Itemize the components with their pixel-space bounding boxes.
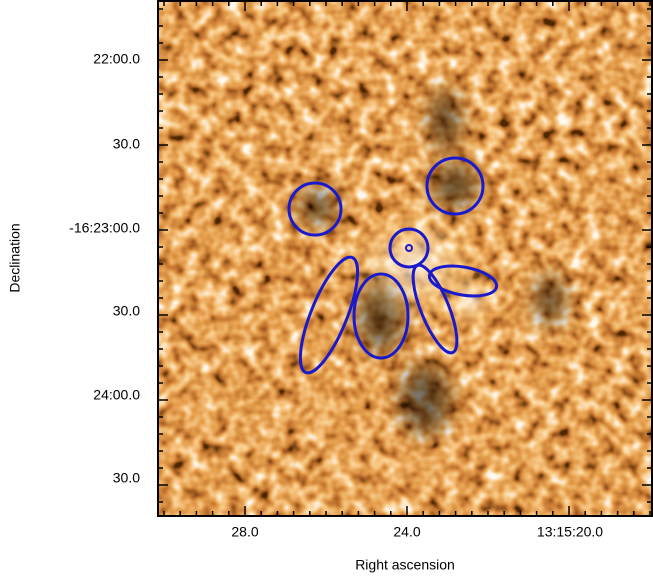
y-tick-label: 30.0 bbox=[113, 470, 140, 486]
x-tick-label: 24.0 bbox=[393, 524, 420, 540]
x-tick-label: 28.0 bbox=[231, 524, 258, 540]
y-tick-label: 30.0 bbox=[113, 136, 140, 152]
frame bbox=[157, 0, 653, 517]
y-tick-label: 22:00.0 bbox=[93, 51, 140, 67]
x-axis-label: Right ascension bbox=[355, 557, 455, 573]
image bbox=[158, 0, 653, 516]
tick-marks bbox=[158, 1, 652, 516]
y-tick-label: 24:00.0 bbox=[93, 387, 140, 403]
y-tick-label: 30.0 bbox=[113, 303, 140, 319]
y-tick-label: -16:23:00.0 bbox=[69, 220, 140, 236]
regions bbox=[287, 156, 499, 375]
x-tick-label: 13:15:20.0 bbox=[537, 524, 603, 540]
y-axis-label: Declination bbox=[7, 223, 23, 292]
